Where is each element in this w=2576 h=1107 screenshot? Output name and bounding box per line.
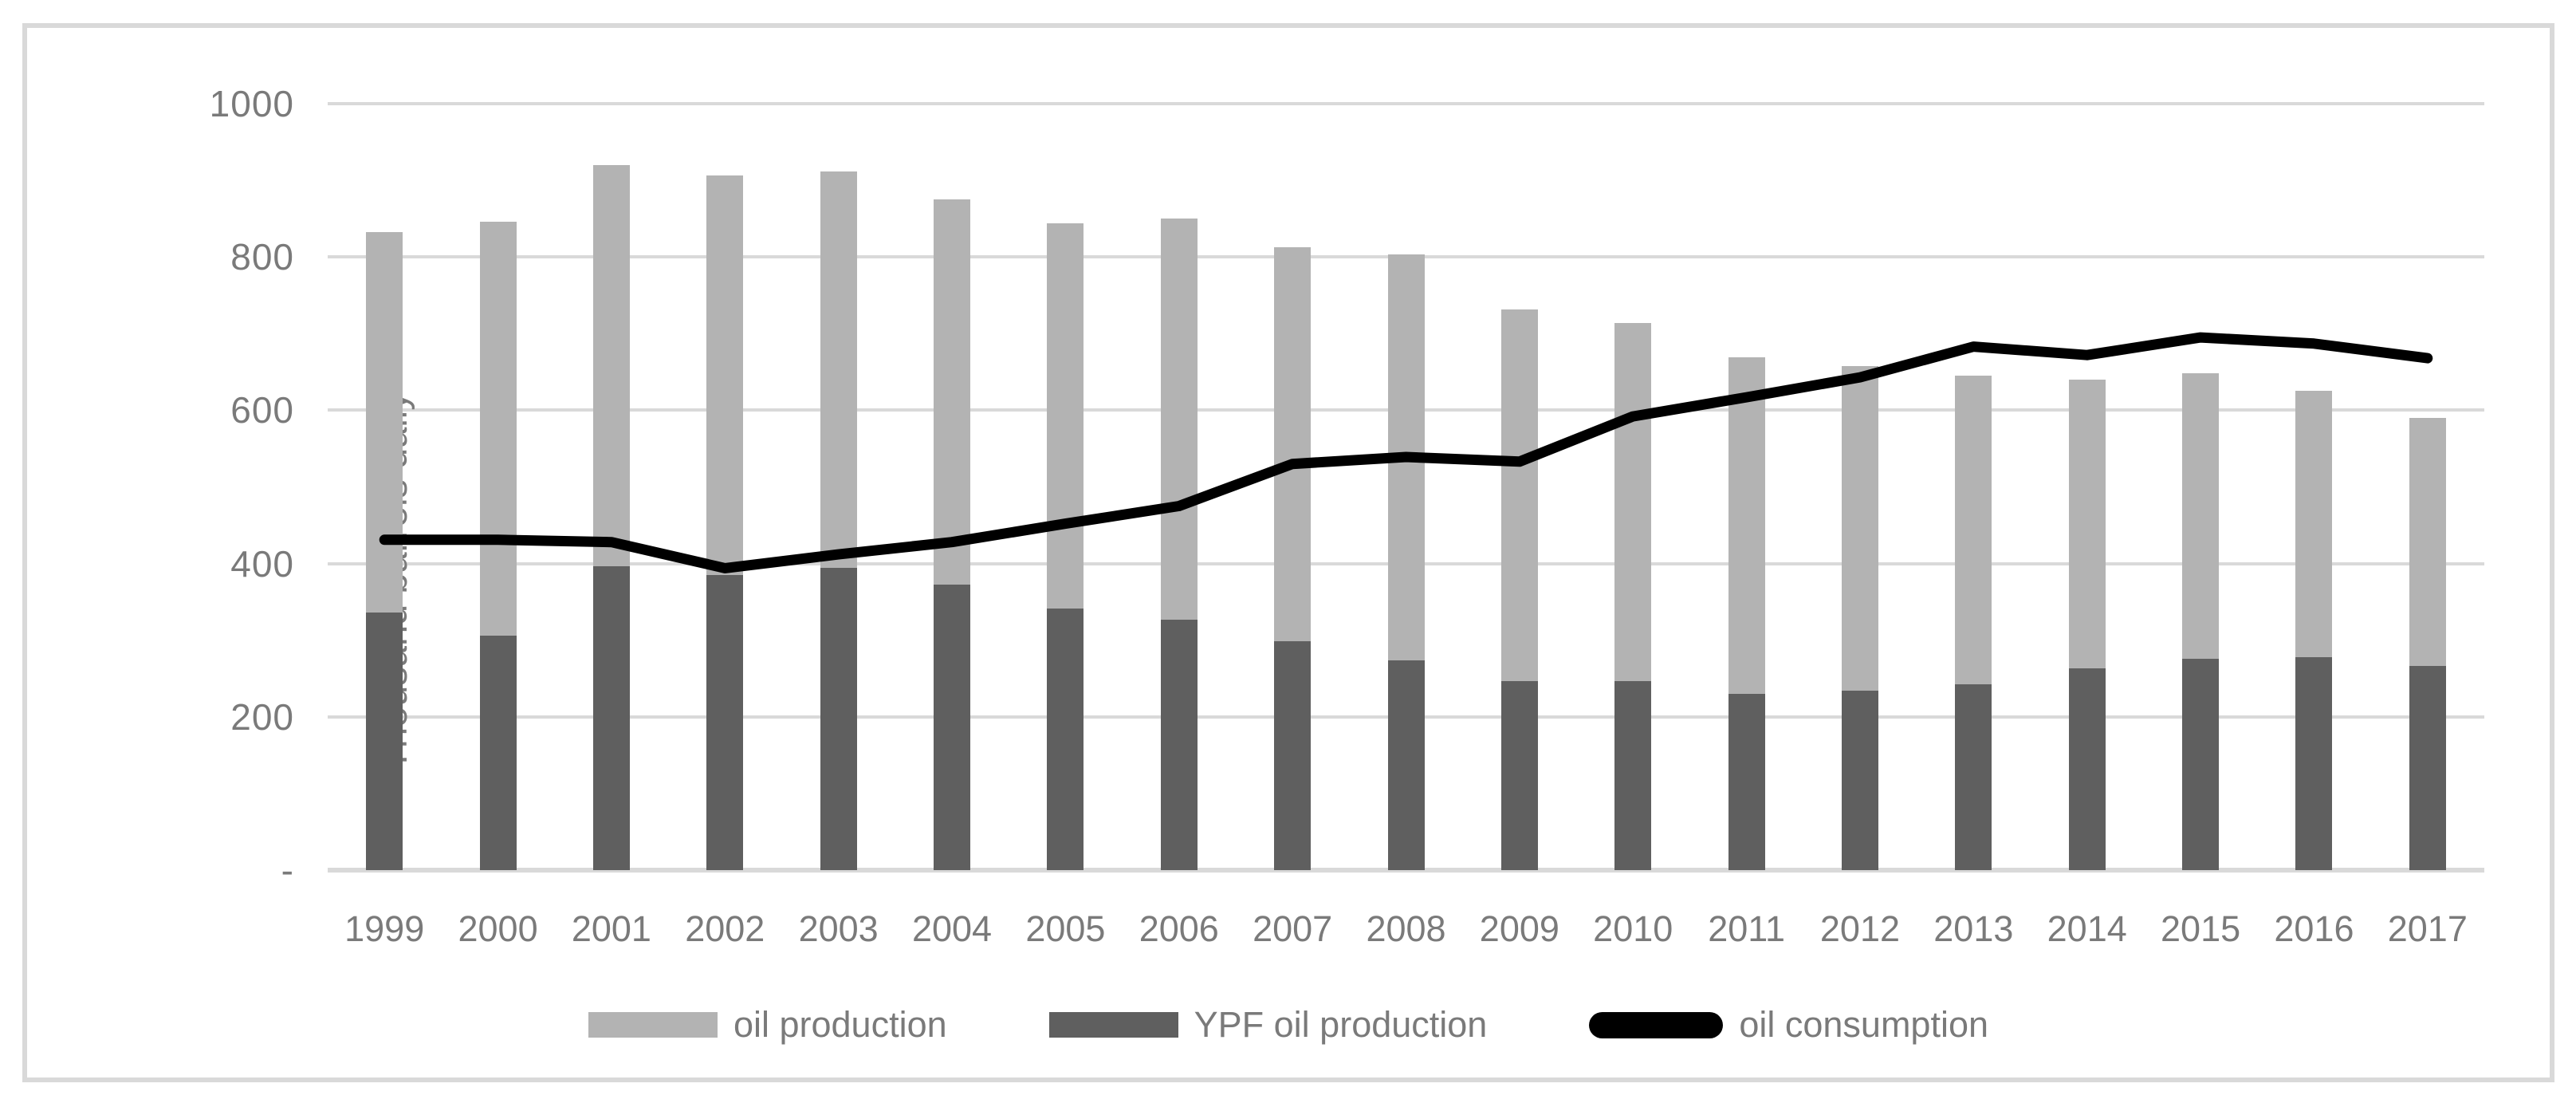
y-tick-label-0: -	[281, 849, 294, 891]
bar-1999-YPF-oil-production	[366, 613, 403, 870]
x-tick-label-2008: 2008	[1366, 908, 1446, 949]
bar-2004-YPF-oil-production	[934, 584, 971, 870]
x-axis-line	[328, 868, 2484, 873]
x-tick-label-2016: 2016	[2274, 908, 2354, 949]
legend-item-oil-consumption: oil consumption	[1589, 1004, 1988, 1046]
bar-2015-YPF-oil-production	[2182, 658, 2220, 870]
x-tick-label-2000: 2000	[458, 908, 538, 949]
y-tick-label-200: 200	[230, 695, 294, 738]
bar-2005-YPF-oil-production	[1047, 609, 1084, 870]
x-tick-label-2002: 2002	[685, 908, 765, 949]
x-tick-label-2004: 2004	[911, 908, 993, 949]
bar-2007-YPF-oil-production	[1274, 640, 1312, 870]
x-tick-label-2011: 2011	[1708, 908, 1785, 949]
bar-2008-YPF-oil-production	[1387, 660, 1425, 870]
bar-2017-YPF-oil-production	[2409, 666, 2446, 870]
x-tick-label-2009: 2009	[1479, 908, 1559, 949]
x-tick-label-2012: 2012	[1819, 908, 1901, 949]
oil-production-swatch-icon	[588, 1012, 718, 1038]
y-tick-label-400: 400	[230, 542, 294, 585]
chart-frame: Thousand barrels daily oil production YP…	[22, 23, 2554, 1082]
bar-2009-YPF-oil-production	[1500, 680, 1538, 870]
x-tick-label-2017: 2017	[2387, 908, 2468, 949]
bar-2016-YPF-oil-production	[2295, 656, 2333, 870]
bar-2013-YPF-oil-production	[1955, 684, 1992, 870]
bar-2003-YPF-oil-production	[820, 568, 857, 870]
x-tick-label-2014: 2014	[2047, 908, 2127, 949]
bar-2011-YPF-oil-production	[1728, 693, 1765, 870]
x-tick-label-2013: 2013	[1933, 908, 2014, 949]
legend-item-ypf-oil-production: YPF oil production	[1048, 1004, 1488, 1046]
x-tick-label-2015: 2015	[2161, 908, 2241, 949]
legend-label-oil-production: oil production	[733, 1004, 947, 1045]
oil-consumption-line-swatch-icon	[1589, 1011, 1724, 1038]
bar-2002-YPF-oil-production	[706, 575, 744, 870]
legend-label-ypf-oil-production: YPF oil production	[1194, 1004, 1488, 1045]
bar-2006-YPF-oil-production	[1160, 619, 1198, 870]
x-tick-label-2006: 2006	[1139, 908, 1219, 949]
gridline-1000	[328, 102, 2484, 105]
bar-2014-YPF-oil-production	[2068, 668, 2106, 870]
bar-2010-YPF-oil-production	[1614, 680, 1652, 870]
bar-2012-YPF-oil-production	[1841, 691, 1878, 870]
x-tick-label-2003: 2003	[798, 908, 879, 949]
legend: oil production YPF oil production oil co…	[27, 1003, 2550, 1047]
ypf-oil-production-swatch-icon	[1048, 1012, 1178, 1038]
bar-2000-YPF-oil-production	[479, 635, 517, 870]
x-tick-label-2010: 2010	[1593, 908, 1673, 949]
x-tick-label-2005: 2005	[1025, 908, 1106, 949]
y-tick-label-1000: 1000	[209, 83, 294, 124]
x-tick-label-2001: 2001	[571, 908, 651, 949]
legend-label-oil-consumption: oil consumption	[1739, 1004, 1989, 1045]
bar-2001-YPF-oil-production	[592, 566, 630, 870]
x-tick-label-1999: 1999	[344, 908, 425, 949]
y-tick-label-800: 800	[230, 236, 294, 278]
y-tick-label-600: 600	[230, 389, 294, 431]
legend-item-oil-production: oil production	[588, 1004, 947, 1046]
x-tick-label-2007: 2007	[1253, 908, 1333, 949]
